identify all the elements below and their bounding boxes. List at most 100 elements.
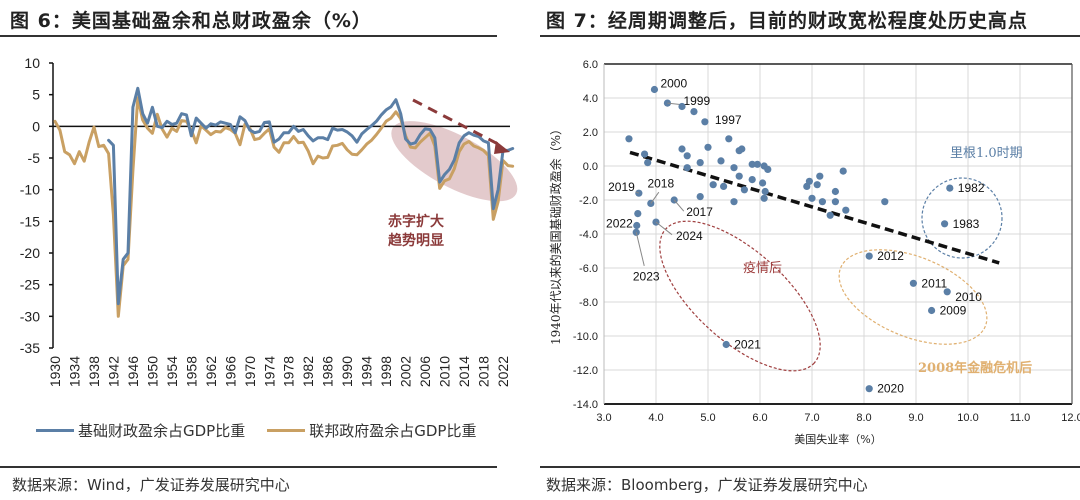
scatter-point: [943, 288, 951, 296]
x-tick-label: 2014: [456, 356, 472, 387]
source-divider: [540, 466, 1080, 468]
scatter-point: [759, 179, 767, 187]
point-label: 2023: [633, 269, 660, 283]
y-tick-label: -12.0: [573, 365, 598, 377]
y-tick-label: -2.0: [579, 195, 598, 207]
scatter-point: [865, 252, 873, 260]
scatter-point: [678, 145, 686, 153]
x-tick-label: 1970: [242, 356, 258, 387]
reagan-period-circle: [921, 177, 1003, 259]
label-leader-line: [650, 191, 660, 204]
scatter-point: [720, 182, 728, 190]
y-tick-label: 4.0: [583, 93, 598, 105]
scatter-point: [725, 135, 733, 143]
x-tick-label: 1990: [339, 356, 355, 387]
data-source: 数据来源：Wind，广发证券发展研究中心: [12, 476, 290, 494]
scatter-point: [839, 167, 847, 175]
label-leader-line: [635, 232, 645, 267]
y-tick-label: 2.0: [583, 127, 598, 139]
x-tick-label: 6.0: [752, 412, 767, 424]
scatter-point: [634, 210, 642, 218]
x-tick-label: 1950: [144, 356, 160, 387]
figure-6-panel: 图 6：美国基础盈余和总财政盈余（%） 10 5 0 -5 -10 -15 -20 -25 -3…: [0, 0, 520, 500]
x-tick-label: 11.0: [1010, 412, 1031, 424]
annotation-reagan: 里根1.0时期: [950, 146, 1023, 161]
legend-label-federal: 联邦政府盈余占GDP比重: [309, 422, 477, 440]
x-tick-label: 2006: [417, 356, 433, 387]
x-tick-label: 2002: [398, 356, 414, 387]
x-tick-label: 7.0: [804, 412, 819, 424]
label-leader-line: [673, 199, 685, 212]
scatter-point: [909, 279, 917, 287]
scatter-point: [818, 198, 826, 206]
x-tick-label: 1930: [47, 356, 63, 387]
y-tick-label: -15: [20, 213, 40, 229]
scatter-point: [701, 118, 709, 126]
scatter-point: [650, 85, 659, 94]
trendline: [629, 150, 1000, 265]
x-tick-label: 2010: [437, 356, 453, 387]
scatter-point: [813, 181, 821, 189]
y-tick-label: 10: [24, 55, 40, 71]
legend-swatch-primary: [36, 429, 74, 432]
x-tick-label: 1962: [203, 356, 219, 387]
scatter-point: [740, 186, 748, 194]
scatter-point: [831, 198, 839, 206]
x-tick-label: 3.0: [596, 412, 611, 424]
scatter-point: [842, 206, 850, 214]
y-tick-label: -10.0: [573, 331, 598, 343]
x-tick-label: 1958: [183, 356, 199, 387]
point-label: 2018: [647, 176, 674, 190]
annotation-deficit-line2: 趋势明显: [388, 232, 444, 249]
scatter-point: [831, 187, 839, 196]
y-tick-label: -25: [20, 277, 40, 293]
scatter-point: [816, 172, 824, 180]
point-label: 1999: [683, 94, 710, 108]
scatter-point: [644, 159, 652, 167]
scatter-point: [696, 159, 704, 167]
x-tick-label: 1966: [222, 356, 238, 387]
annotation-covid: 疫情后: [743, 260, 782, 276]
y-tick-label: -30: [20, 308, 40, 324]
y-axis-title: 1940年代以来的美国基础财政盈余（%）: [548, 123, 563, 345]
scatter-point: [683, 164, 691, 172]
x-tick-label: 12.0: [1061, 412, 1080, 424]
point-label: 2012: [877, 249, 904, 263]
scatter-point: [761, 187, 769, 196]
annotation-deficit-line1: 赤字扩大: [388, 213, 444, 230]
covid-period-ellipse: [659, 220, 821, 372]
scatter-point: [704, 143, 712, 151]
scatter-point: [826, 211, 834, 219]
point-label: 2024: [676, 229, 703, 243]
legend-label-primary: 基础财政盈余占GDP比重: [78, 422, 246, 440]
label-leader-line: [655, 221, 673, 236]
scatter-point: [946, 184, 954, 192]
scatter-point: [808, 194, 816, 202]
y-tick-label: -35: [20, 340, 40, 356]
y-tick-label: 0.0: [583, 161, 598, 173]
gfc-period-ellipse: [838, 249, 988, 345]
point-label: 2022: [606, 217, 633, 231]
scatter-point: [730, 164, 738, 172]
x-tick-label: 2022: [495, 356, 511, 387]
label-leader-line: [667, 102, 681, 105]
figure-7-panel: 图 7：经周期调整后，目前的财政宽松程度处历史高点 6.0 4.0 2.0 0.0 -2…: [540, 0, 1080, 500]
data-source: 数据来源：Bloomberg，广发证券发展研究中心: [546, 476, 868, 494]
y-tick-label: -6.0: [579, 263, 598, 275]
y-tick-label: -10: [20, 182, 40, 198]
point-label: 2010: [955, 290, 982, 304]
x-axis-title: 美国失业率（%）: [794, 432, 881, 446]
scatter-point: [625, 135, 633, 143]
series-line-primary-surplus: [107, 86, 515, 306]
arrow-head-icon: [494, 141, 510, 154]
x-tick-label: 8.0: [856, 412, 871, 424]
point-label: 2000: [660, 77, 687, 91]
x-tick-label: 5.0: [700, 412, 715, 424]
y-tick-label: -8.0: [579, 297, 598, 309]
y-tick-label: -5: [28, 150, 41, 166]
scatter-point: [748, 176, 756, 184]
figure-6-title: 图 6：美国基础盈余和总财政盈余（%）: [10, 10, 372, 32]
x-tick-label: 2018: [476, 356, 492, 387]
x-tick-label: 9.0: [908, 412, 923, 424]
title-divider: [0, 35, 497, 37]
